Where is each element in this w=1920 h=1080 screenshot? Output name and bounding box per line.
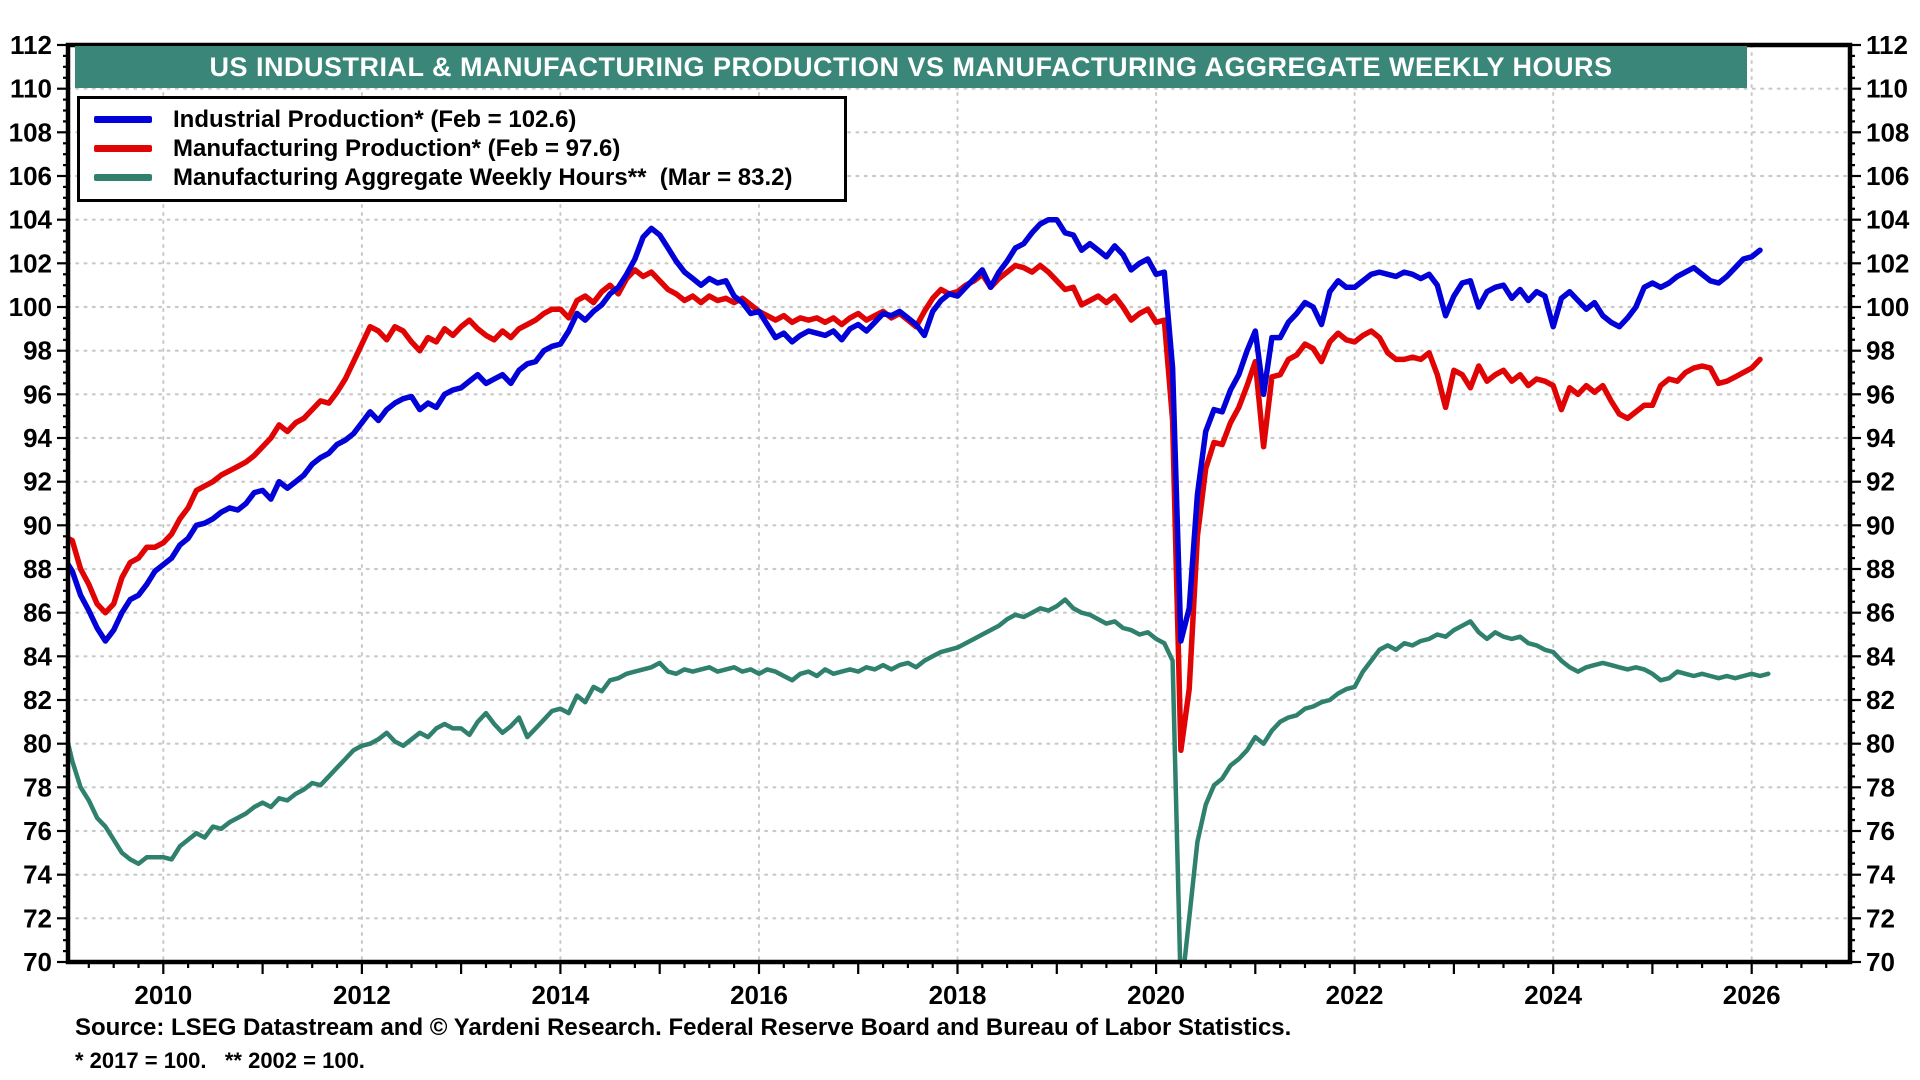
legend-item-industrial-production: Industrial Production* (Feb = 102.6) [80, 105, 844, 134]
svg-text:94: 94 [23, 423, 52, 453]
svg-text:2020: 2020 [1127, 980, 1185, 1010]
svg-text:2026: 2026 [1723, 980, 1781, 1010]
svg-text:80: 80 [1866, 729, 1895, 759]
svg-text:70: 70 [23, 947, 52, 977]
svg-text:106: 106 [1866, 161, 1909, 191]
svg-text:88: 88 [1866, 554, 1895, 584]
source-text: Source: LSEG Datastream and © Yardeni Re… [75, 1014, 1292, 1041]
footnote-text: * 2017 = 100. ** 2002 = 100. [75, 1048, 365, 1073]
svg-text:104: 104 [1866, 205, 1910, 235]
svg-text:2014: 2014 [531, 980, 589, 1010]
svg-text:76: 76 [1866, 816, 1895, 846]
svg-text:102: 102 [1866, 248, 1909, 278]
svg-text:108: 108 [9, 117, 52, 147]
svg-text:80: 80 [23, 729, 52, 759]
svg-text:90: 90 [23, 510, 52, 540]
legend-item-aggregate-weekly-hours: Manufacturing Aggregate Weekly Hours** (… [80, 163, 844, 192]
svg-text:108: 108 [1866, 117, 1909, 147]
legend-label: Manufacturing Aggregate Weekly Hours** (… [173, 163, 793, 191]
svg-text:2016: 2016 [730, 980, 788, 1010]
svg-text:98: 98 [1866, 336, 1895, 366]
svg-text:104: 104 [9, 205, 53, 235]
svg-text:100: 100 [1866, 292, 1909, 322]
svg-text:82: 82 [1866, 685, 1895, 715]
svg-text:106: 106 [9, 161, 52, 191]
svg-text:112: 112 [10, 30, 52, 60]
svg-text:72: 72 [1866, 903, 1895, 933]
svg-text:90: 90 [1866, 510, 1895, 540]
svg-text:112: 112 [1866, 30, 1908, 60]
legend: Industrial Production* (Feb = 102.6) Man… [77, 96, 847, 202]
svg-text:84: 84 [1866, 641, 1895, 671]
svg-text:2022: 2022 [1326, 980, 1384, 1010]
svg-text:74: 74 [23, 860, 52, 890]
svg-text:76: 76 [23, 816, 52, 846]
svg-text:84: 84 [23, 641, 52, 671]
legend-label: Industrial Production* (Feb = 102.6) [173, 105, 577, 133]
svg-text:100: 100 [9, 292, 52, 322]
svg-text:2018: 2018 [929, 980, 987, 1010]
svg-text:110: 110 [10, 74, 52, 104]
svg-text:110: 110 [1866, 74, 1908, 104]
svg-text:82: 82 [23, 685, 52, 715]
svg-text:102: 102 [9, 248, 52, 278]
svg-text:70: 70 [1866, 947, 1895, 977]
svg-text:88: 88 [23, 554, 52, 584]
legend-item-manufacturing-production: Manufacturing Production* (Feb = 97.6) [80, 134, 844, 163]
svg-text:78: 78 [23, 772, 52, 802]
svg-text:2010: 2010 [134, 980, 192, 1010]
legend-swatch-teal [94, 174, 152, 181]
svg-text:96: 96 [1866, 379, 1895, 409]
svg-text:74: 74 [1866, 860, 1895, 890]
svg-text:72: 72 [23, 903, 52, 933]
svg-text:92: 92 [1866, 467, 1895, 497]
legend-swatch-red [94, 145, 152, 152]
legend-swatch-blue [94, 116, 152, 123]
svg-text:2012: 2012 [333, 980, 391, 1010]
legend-label: Manufacturing Production* (Feb = 97.6) [173, 134, 621, 162]
svg-text:98: 98 [23, 336, 52, 366]
svg-text:2024: 2024 [1524, 980, 1582, 1010]
svg-text:96: 96 [23, 379, 52, 409]
svg-text:92: 92 [23, 467, 52, 497]
svg-text:86: 86 [23, 598, 52, 628]
svg-text:86: 86 [1866, 598, 1895, 628]
chart-title: US INDUSTRIAL & MANUFACTURING PRODUCTION… [209, 52, 1613, 82]
svg-text:94: 94 [1866, 423, 1895, 453]
svg-text:78: 78 [1866, 772, 1895, 802]
chart-title-bar: US INDUSTRIAL & MANUFACTURING PRODUCTION… [75, 46, 1747, 88]
